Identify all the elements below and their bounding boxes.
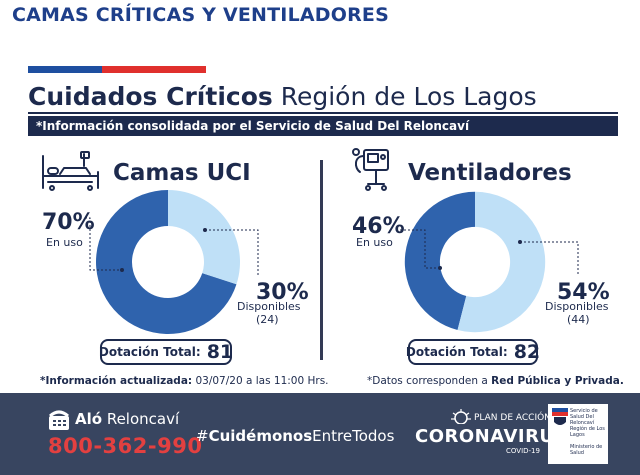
hashtag-bold: Cuidémonos bbox=[208, 427, 313, 445]
camas-total-box: Dotación Total: 81 bbox=[98, 339, 234, 365]
government-logo-text: Servicio de Salud Del Reloncaví Región d… bbox=[570, 408, 605, 456]
camas-used-segment bbox=[96, 190, 237, 334]
heading-underline bbox=[28, 112, 618, 114]
ventiladores-avail-label: Disponibles bbox=[545, 300, 609, 313]
plan-de-accion-label: PLAN DE ACCIÓN bbox=[474, 413, 551, 423]
ventiladores-used-pct: 46% bbox=[352, 214, 405, 239]
camas-available-segment bbox=[168, 190, 240, 285]
ventiladores-donut-chart bbox=[404, 191, 546, 333]
footnote-data-source: *Datos corresponden a Red Pública y Priv… bbox=[367, 375, 624, 387]
ventiladores-total-label: Dotación Total: bbox=[405, 345, 508, 359]
ventiladores-total-value: 82 bbox=[513, 341, 541, 363]
camas-leader-lines bbox=[85, 217, 259, 276]
section-heading: Cuidados Críticos Región de Los Lagos bbox=[28, 82, 537, 111]
info-bar: *Información consolidada por el Servicio… bbox=[28, 116, 618, 136]
ventiladores-used-segment bbox=[404, 191, 475, 330]
camas-title: Camas UCI bbox=[113, 160, 251, 186]
alo-reloncavi-label: Aló Reloncaví bbox=[75, 410, 179, 428]
camas-used-pct: 70% bbox=[42, 210, 95, 235]
camas-avail-pct: 30% bbox=[256, 280, 309, 305]
column-divider bbox=[320, 160, 323, 360]
page-title: CAMAS CRÍTICAS Y VENTILADORES bbox=[12, 4, 389, 26]
telephone-icon bbox=[48, 408, 70, 436]
ventiladores-title: Ventiladores bbox=[408, 160, 572, 186]
hashtag-symbol: # bbox=[196, 427, 209, 445]
ventiladores-avail-pct: 54% bbox=[557, 280, 610, 305]
heading-light: Región de Los Lagos bbox=[272, 82, 537, 111]
heading-bold: Cuidados Críticos bbox=[28, 82, 273, 111]
footnote-updated-bold: *Información actualizada: bbox=[40, 375, 193, 387]
footer-banner bbox=[0, 393, 640, 475]
camas-avail-label: Disponibles bbox=[237, 300, 301, 313]
chile-shield-icon bbox=[552, 408, 568, 432]
flag-stripe-red bbox=[102, 66, 206, 73]
ventiladores-avail-count: (44) bbox=[567, 313, 590, 326]
ventiladores-available-segment bbox=[457, 191, 546, 333]
flag-stripe-blue bbox=[28, 66, 102, 73]
alo-rest: Reloncaví bbox=[102, 410, 180, 428]
coronavirus-icon bbox=[450, 408, 472, 428]
footnote-updated-rest: 03/07/20 a las 11:00 Hrs. bbox=[192, 375, 329, 387]
ventiladores-leader-lines bbox=[400, 229, 579, 276]
hospital-bed-icon bbox=[40, 150, 104, 192]
hashtag-rest: EntreTodos bbox=[312, 427, 395, 445]
footnote-source-bold: Red Pública y Privada. bbox=[491, 375, 624, 387]
hotline-phone-number[interactable]: 800-362-990 bbox=[48, 434, 203, 458]
ventilator-icon bbox=[350, 146, 400, 194]
alo-bold: Aló bbox=[75, 410, 103, 428]
camas-total-value: 81 bbox=[206, 341, 234, 363]
camas-total-label: Dotación Total: bbox=[98, 345, 201, 359]
government-logo: Servicio de Salud Del Reloncaví Región d… bbox=[548, 404, 608, 464]
footnote-source-pre: *Datos corresponden a bbox=[367, 375, 492, 387]
ventiladores-total-box: Dotación Total: 82 bbox=[405, 339, 541, 365]
camas-used-label: En uso bbox=[46, 236, 83, 249]
covid-label: COVID-19 bbox=[506, 447, 540, 455]
coronavirus-label: CORONAVIRUS bbox=[415, 426, 569, 447]
camas-donut-chart bbox=[96, 190, 240, 334]
campaign-hashtag: #CuidémonosEntreTodos bbox=[196, 427, 394, 445]
footnote-updated: *Información actualizada: 03/07/20 a las… bbox=[40, 375, 329, 387]
camas-avail-count: (24) bbox=[256, 313, 279, 326]
ventiladores-used-label: En uso bbox=[356, 236, 393, 249]
